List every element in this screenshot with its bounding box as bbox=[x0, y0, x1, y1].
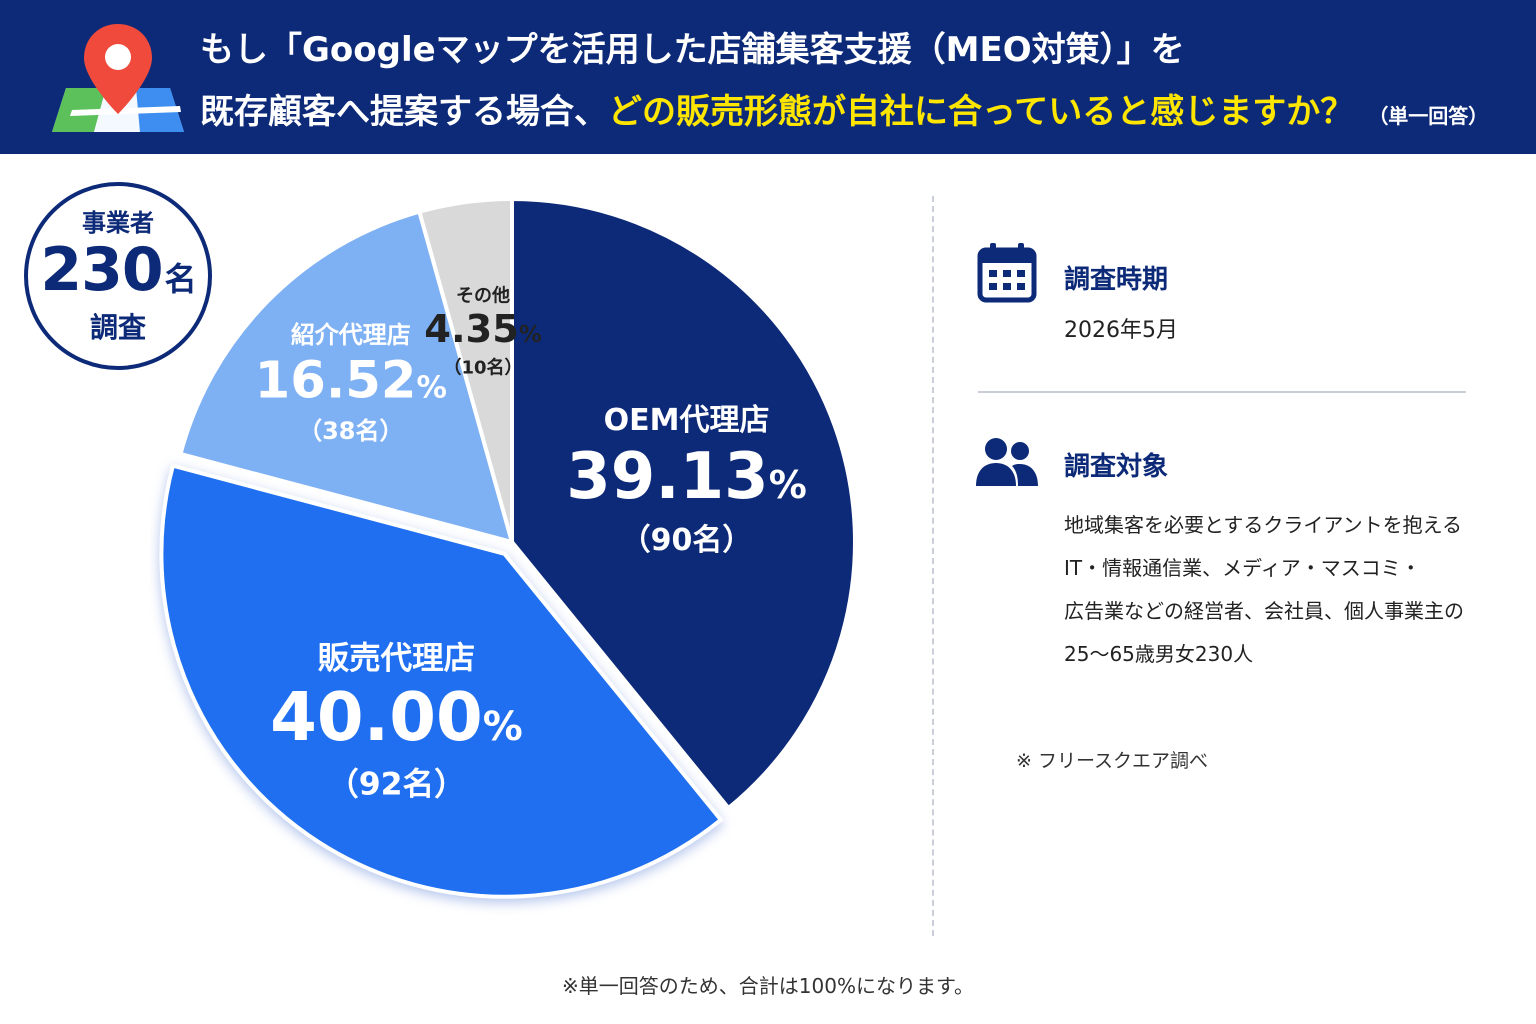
target-line: 地域集客を必要とするクライアントを抱える bbox=[1064, 513, 1462, 537]
slice-percent-symbol: % bbox=[519, 322, 542, 348]
slice-percent-symbol: % bbox=[483, 704, 523, 750]
vertical-divider bbox=[932, 196, 934, 936]
badge-count: 230名 bbox=[40, 234, 197, 311]
survey-source-note: ※ フリースクエア調べ bbox=[1016, 750, 1209, 772]
answer-type-note: （単一回答） bbox=[1368, 104, 1489, 128]
target-line: 広告業などの経営者、会社員、個人事業主の bbox=[1064, 599, 1464, 623]
slice-count: （38名） bbox=[298, 417, 403, 445]
pie-slice bbox=[510, 196, 857, 811]
slice-count: （92名） bbox=[327, 766, 465, 802]
pie-slice bbox=[416, 196, 514, 543]
slice-label: その他 bbox=[456, 284, 510, 306]
period-title: 調査時期 bbox=[1064, 265, 1169, 295]
title-line-2: 既存顧客へ提案する場合、どの販売形態が自社に合っていると感じますか？ （単一回答） bbox=[200, 92, 1488, 136]
slice-count: （90名） bbox=[621, 523, 753, 558]
slice-percent-value: 16.52 bbox=[255, 350, 417, 410]
badge-top: 事業者 bbox=[82, 208, 154, 237]
slice-label: 紹介代理店 bbox=[291, 321, 411, 349]
title-highlight: どの販売形態が自社に合っていると感じますか？ bbox=[608, 92, 1355, 132]
target-line: IT・情報通信業、メディア・マスコミ・ bbox=[1064, 556, 1421, 580]
period-value: 2026年5月 bbox=[1064, 318, 1178, 343]
badge-unit: 名 bbox=[164, 259, 197, 298]
slice-percent-value: 40.00 bbox=[270, 678, 483, 756]
calendar-icon bbox=[977, 243, 1037, 303]
map-pin-icon bbox=[52, 24, 184, 132]
slice-label: OEM代理店 bbox=[604, 403, 770, 438]
title-line-1: もし「Googleマップを活用した店舗集客支援（MEO対策）」を bbox=[200, 30, 1185, 70]
slice-percent: 4.35% bbox=[424, 307, 542, 352]
horizontal-divider bbox=[978, 391, 1466, 393]
slice-count: （10名） bbox=[443, 356, 522, 378]
slice-percent-symbol: % bbox=[769, 463, 807, 507]
respondent-badge: 事業者 230名 調査 bbox=[24, 182, 212, 370]
target-title: 調査対象 bbox=[1064, 452, 1169, 482]
footnote: ※単一回答のため、合計は100%になります。 bbox=[562, 974, 974, 998]
pie-slice bbox=[178, 209, 515, 545]
slice-percent-symbol: % bbox=[417, 370, 447, 405]
slice-label: 販売代理店 bbox=[318, 640, 476, 676]
slice-percent-value: 39.13 bbox=[566, 440, 768, 514]
badge-bottom: 調査 bbox=[89, 310, 146, 344]
slice-percent: 40.00% bbox=[270, 678, 522, 756]
people-icon bbox=[976, 438, 1038, 486]
badge-number: 230 bbox=[40, 234, 163, 305]
slice-percent: 16.52% bbox=[255, 350, 447, 410]
pie-slice bbox=[159, 463, 724, 899]
slice-percent-value: 4.35 bbox=[424, 307, 519, 352]
target-description: 地域集客を必要とするクライアントを抱える IT・情報通信業、メディア・マスコミ・… bbox=[1064, 504, 1464, 676]
header-banner: もし「Googleマップを活用した店舗集客支援（MEO対策）」を 既存顧客へ提案… bbox=[0, 0, 1536, 154]
target-line: 25〜65歳男女230人 bbox=[1064, 642, 1254, 666]
title-line-2-plain: 既存顧客へ提案する場合、 bbox=[200, 92, 608, 132]
slice-percent: 39.13% bbox=[566, 440, 807, 514]
